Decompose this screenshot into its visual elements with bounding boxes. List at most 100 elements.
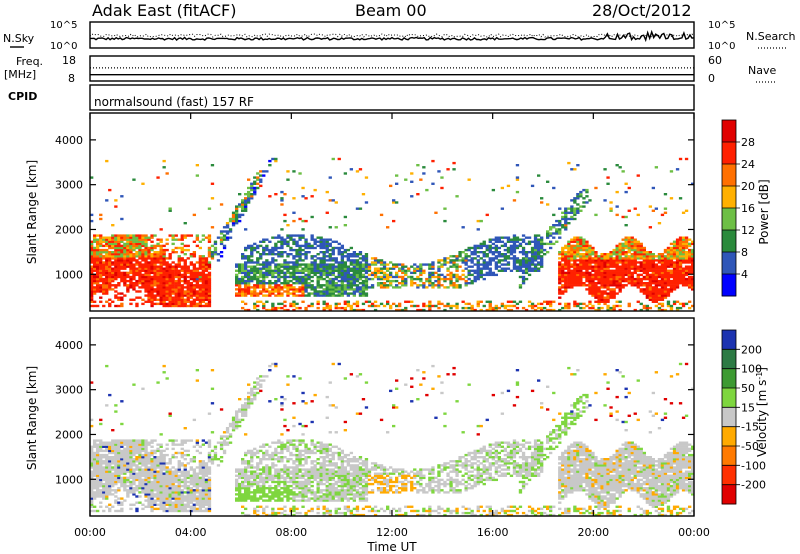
power-cell — [648, 265, 653, 268]
power-cell — [301, 277, 305, 281]
power-cell — [564, 207, 568, 210]
velocity-cell — [99, 505, 103, 508]
power-cell — [624, 244, 628, 248]
power-cell — [398, 304, 402, 308]
power-cell — [606, 263, 610, 266]
power-cell — [277, 288, 281, 291]
power-cell — [120, 236, 124, 239]
power-cell — [367, 300, 372, 303]
power-cell — [310, 288, 314, 291]
power-cell — [253, 286, 257, 289]
power-cell — [123, 259, 127, 262]
velocity-cell — [168, 462, 172, 465]
power-cell — [340, 290, 345, 293]
velocity-cell — [159, 462, 163, 465]
power-cell — [156, 251, 160, 254]
power-cell — [265, 261, 269, 264]
power-cell — [609, 255, 613, 258]
velocity-cell — [126, 480, 130, 484]
power-cell — [334, 259, 338, 262]
power-cell — [159, 275, 163, 279]
power-cell — [292, 263, 296, 266]
power-cell — [198, 288, 203, 291]
power-cell — [250, 279, 254, 283]
power-cell — [645, 288, 650, 291]
power-cell — [663, 267, 668, 270]
velocity-cell — [171, 489, 175, 492]
power-cell — [678, 244, 683, 248]
velocity-cell — [102, 491, 106, 494]
power-cell — [663, 308, 668, 312]
power-cell — [648, 277, 653, 281]
velocity-cell — [153, 495, 157, 498]
power-cell — [609, 294, 613, 297]
power-cell — [114, 304, 118, 308]
power-cell — [645, 257, 650, 260]
velocity-cell — [99, 468, 103, 471]
power-cell — [174, 304, 178, 308]
power-cell — [452, 304, 456, 308]
power-cell — [213, 240, 218, 243]
power-cell — [241, 300, 245, 303]
power-cell — [500, 304, 505, 308]
power-cell — [114, 271, 118, 275]
power-cell — [488, 304, 492, 308]
velocity-cell — [123, 468, 127, 471]
velocity-cell — [96, 468, 100, 471]
power-cell — [564, 271, 568, 275]
power-cell — [684, 251, 689, 254]
velocity-cell — [162, 505, 166, 508]
power-cell — [494, 238, 499, 241]
power-cell — [594, 257, 598, 260]
power-cell — [141, 234, 145, 237]
power-cell — [639, 251, 643, 254]
velocity-cell — [153, 456, 157, 459]
power-cell — [256, 282, 260, 285]
power-cell — [334, 267, 338, 270]
power-cell — [96, 288, 100, 291]
power-cell — [307, 246, 311, 250]
power-cell — [244, 248, 248, 252]
power-cell — [455, 302, 459, 306]
power-cell — [419, 277, 423, 281]
power-cell — [681, 279, 686, 283]
power-cell — [603, 263, 607, 266]
power-cell — [126, 286, 130, 289]
velocity-cell — [120, 466, 124, 469]
power-cell — [688, 255, 692, 258]
power-cell — [358, 253, 363, 256]
power-cell — [198, 279, 203, 283]
power-cell — [319, 244, 323, 248]
power-cell — [600, 267, 604, 270]
power-cell — [265, 267, 269, 270]
power-cell — [159, 286, 163, 289]
power-cell — [256, 271, 260, 275]
power-colorbar-swatch — [722, 274, 736, 297]
velocity-cell — [162, 509, 166, 513]
velocity-cell — [159, 449, 163, 453]
power-cell — [247, 275, 251, 279]
power-cell — [678, 253, 683, 256]
power-cell — [147, 277, 151, 281]
power-cell — [467, 269, 471, 272]
power-cell — [117, 261, 121, 264]
power-cell — [648, 259, 653, 262]
power-cell — [561, 251, 565, 254]
power-cell — [355, 267, 360, 270]
power-cell — [540, 263, 544, 266]
power-cell — [322, 242, 326, 246]
velocity-cell — [138, 466, 142, 469]
power-cell — [594, 253, 598, 256]
power-cell — [521, 238, 526, 241]
power-cell — [606, 306, 610, 310]
power-cell — [419, 263, 423, 266]
power-cell — [691, 304, 695, 308]
velocity-cell — [171, 470, 175, 473]
power-cell — [307, 242, 311, 246]
velocity-cell — [159, 507, 163, 511]
power-cell — [524, 251, 529, 254]
power-cell — [346, 265, 351, 268]
power-cell — [603, 277, 607, 281]
velocity-cell — [171, 505, 175, 508]
power-cell — [452, 161, 456, 165]
